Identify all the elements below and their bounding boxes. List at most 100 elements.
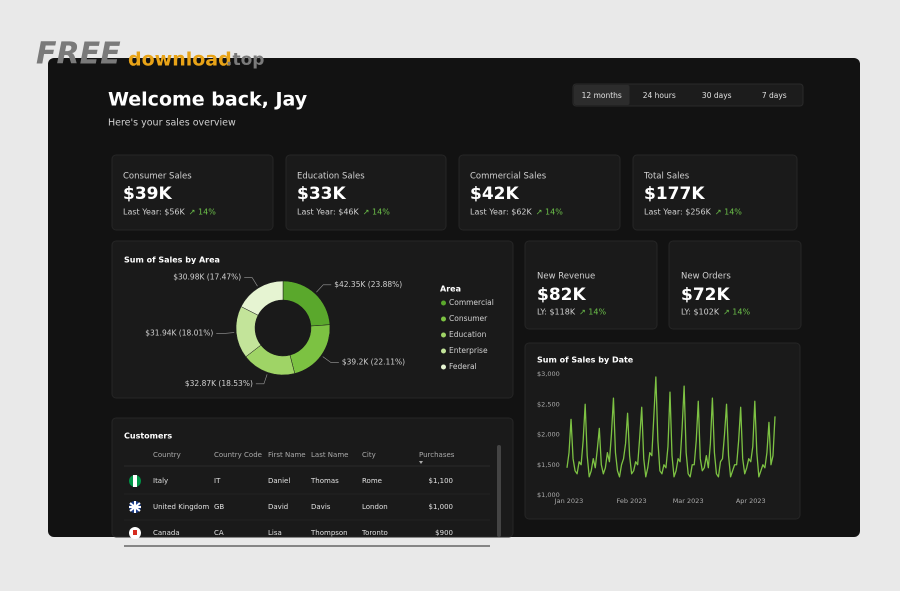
chart-title: Sum of Sales by Area [124, 256, 220, 265]
legend-label: Enterprise [449, 346, 488, 355]
watermark: download [128, 49, 232, 71]
x-tick-label: Feb 2023 [617, 497, 647, 505]
y-tick-label: $2,000 [537, 431, 560, 439]
kpi-label: Education Sales [297, 172, 365, 182]
watermark: .top [226, 50, 264, 70]
leader-line [322, 356, 339, 363]
legend-swatch [441, 300, 446, 306]
legend-title: Area [440, 285, 461, 294]
sort-indicator [419, 461, 423, 464]
mini-value: $82K [537, 285, 586, 305]
table-cell: Rome [362, 477, 382, 485]
line-panel [524, 342, 801, 520]
tab-label[interactable]: 7 days [762, 91, 787, 100]
scrollbar[interactable] [497, 445, 501, 537]
kpi-last-year: Last Year: $56K [123, 208, 186, 217]
tab-bar [572, 83, 804, 107]
kpi-value: $177K [644, 184, 705, 204]
leader-line [316, 284, 332, 293]
table-cell: CA [214, 529, 224, 537]
customers-panel [111, 417, 514, 538]
x-tick-label: Jan 2023 [554, 497, 584, 505]
legend-label: Consumer [449, 314, 488, 323]
mini-card [524, 240, 658, 330]
tab[interactable] [574, 85, 630, 105]
kpi-change: ↗ 14% [189, 208, 216, 217]
legend-swatch [441, 316, 446, 322]
table-cell: Lisa [268, 529, 282, 537]
column-header[interactable]: First Name [268, 451, 306, 459]
table-cell: Thompson [310, 529, 348, 537]
mini-last-year: LY: $118K [537, 308, 576, 317]
column-header[interactable]: Country [153, 451, 181, 459]
kpi-card [632, 154, 798, 231]
kpi-last-year: Last Year: $62K [470, 208, 533, 217]
kpi-label: Consumer Sales [123, 172, 192, 182]
legend-label: Federal [449, 362, 477, 371]
tab-label[interactable]: 12 months [582, 91, 622, 100]
kpi-value: $39K [123, 184, 172, 204]
table-cell: London [362, 503, 388, 511]
watermark: FREE [36, 37, 121, 72]
page-title: Welcome back, Jay [108, 89, 308, 111]
tab-label[interactable]: 30 days [702, 91, 732, 100]
table-cell: United Kingdom [153, 503, 209, 511]
leader-line [255, 374, 268, 385]
flag-canada-leaf [133, 530, 137, 535]
x-tick-label: Apr 2023 [736, 497, 766, 505]
table-cell: $900 [435, 529, 453, 537]
kpi-value: $42K [470, 184, 519, 204]
column-header[interactable]: Country Code [214, 451, 262, 459]
kpi-last-year: Last Year: $256K [644, 208, 712, 217]
table-cell: $1,100 [429, 477, 454, 485]
column-header[interactable]: Purchases [419, 451, 455, 459]
column-header[interactable]: City [362, 451, 376, 459]
leader-line [244, 277, 258, 287]
donut-label: $32.87K (18.53%) [185, 379, 253, 388]
legend-label: Education [449, 330, 487, 339]
table-title: Customers [124, 432, 172, 441]
kpi-card [111, 154, 274, 231]
kpi-card [285, 154, 447, 231]
content: FREE download.top Welcome back, Jay Here's … [36, 37, 804, 547]
donut-label: $30.98K (17.47%) [173, 273, 241, 282]
flag-italy-white [133, 475, 137, 487]
page-subtitle: Here's your sales overview [108, 118, 236, 129]
mini-last-year: LY: $102K [681, 308, 720, 317]
flags [129, 475, 141, 539]
table-cell: Thomas [310, 477, 339, 485]
tab-label[interactable]: 24 hours [643, 91, 676, 100]
legend-label: Commercial [449, 298, 494, 307]
mini-change: ↗ 14% [723, 308, 750, 317]
table-cell: IT [214, 477, 221, 485]
y-tick-label: $1,000 [537, 491, 560, 499]
donut-label: $39.2K (22.11%) [342, 357, 405, 366]
donut-label: $31.94K (18.01%) [145, 328, 213, 337]
column-header[interactable]: Last Name [311, 451, 348, 459]
mini-value: $72K [681, 285, 730, 305]
mini-label: New Revenue [537, 272, 595, 282]
kpi-label: Total Sales [643, 172, 690, 182]
y-tick-label: $2,500 [537, 400, 560, 408]
y-tick-label: $3,000 [537, 370, 560, 378]
mini-change: ↗ 14% [579, 308, 606, 317]
table-cell: GB [214, 503, 224, 511]
chart-title: Sum of Sales by Date [537, 356, 634, 365]
table-cell: Daniel [268, 477, 290, 485]
kpi-change: ↗ 14% [536, 208, 563, 217]
mini-label: New Orders [681, 272, 731, 282]
kpi-card [458, 154, 621, 231]
table-cell: David [268, 503, 288, 511]
legend-swatch [441, 332, 446, 338]
flag-uk-cross [129, 501, 141, 513]
table-cell: Toronto [361, 529, 388, 537]
kpi-last-year: Last Year: $46K [297, 208, 360, 217]
kpi-change: ↗ 14% [363, 208, 390, 217]
mini-card [668, 240, 802, 330]
y-tick-label: $1,500 [537, 461, 560, 469]
kpi-label: Commercial Sales [470, 172, 547, 182]
kpi-change: ↗ 14% [715, 208, 742, 217]
donut-label: $42.35K (23.88%) [334, 280, 402, 289]
table-cell: Davis [311, 503, 331, 511]
